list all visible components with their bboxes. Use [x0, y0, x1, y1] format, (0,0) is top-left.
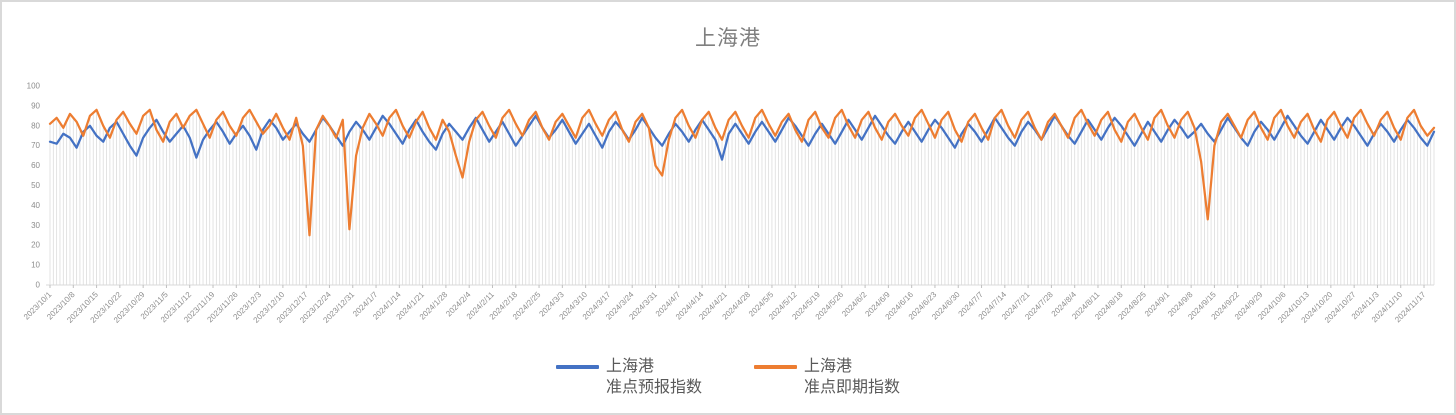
legend-label-spot: 上海港 准点即期指数 [804, 356, 900, 398]
spot-series-line-swatch-icon [754, 365, 797, 369]
y-axis-label: 80 [31, 121, 40, 130]
y-axis-label: 70 [31, 141, 40, 150]
chart-title: 上海港 [695, 27, 761, 50]
y-axis-label: 30 [31, 221, 40, 230]
legend-entry-forecast-index: 上海港 准点预报指数 [555, 356, 702, 398]
legend-entry-spot-index: 上海港 准点即期指数 [754, 356, 900, 398]
y-axis-labels: 0 10 20 30 40 50 60 70 80 90 100 [27, 82, 41, 290]
legend-label-forecast-line1: 上海港 [605, 358, 654, 375]
x-axis-labels: 2023/10/12023/10/82023/10/152023/10/2220… [22, 290, 1428, 325]
y-axis-label: 100 [27, 82, 41, 91]
series-line-spot-index [48, 108, 1436, 237]
chart-legend: 上海港 准点预报指数 上海港 准点即期指数 [2, 356, 1454, 398]
y-axis-label: 0 [36, 281, 41, 290]
forecast-series-line-swatch-icon [555, 365, 599, 369]
legend-label-spot-line2: 准点即期指数 [804, 379, 901, 396]
y-axis-label: 20 [31, 241, 40, 250]
series-line-forecast-index [48, 114, 1436, 161]
legend-label-spot-line1: 上海港 [804, 358, 853, 375]
legend-label-forecast: 上海港 准点预报指数 [606, 356, 702, 398]
legend-label-forecast-line2: 准点预报指数 [605, 379, 702, 396]
y-axis-label: 50 [31, 181, 40, 190]
y-axis-label: 90 [31, 101, 40, 110]
y-axis-label: 10 [31, 261, 40, 270]
x-axis-ticks [49, 285, 1425, 288]
y-axis-label: 40 [31, 201, 40, 210]
drop-lines [49, 109, 1435, 285]
y-axis-label: 60 [31, 161, 40, 170]
